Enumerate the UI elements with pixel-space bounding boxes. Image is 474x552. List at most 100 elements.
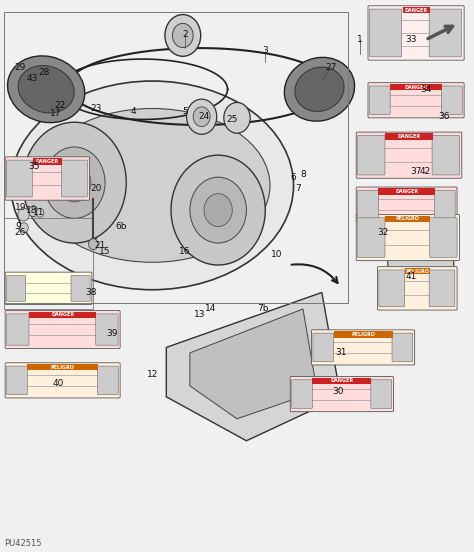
Text: 15: 15 [100,247,111,256]
Text: PU42515: PU42515 [4,539,41,548]
Circle shape [36,209,44,217]
Text: 17: 17 [50,109,61,119]
FancyBboxPatch shape [385,216,430,222]
Text: 23: 23 [90,104,101,113]
FancyBboxPatch shape [385,133,433,140]
FancyBboxPatch shape [371,380,392,408]
Text: PELIGRO: PELIGRO [51,365,74,370]
Text: PELIGRO: PELIGRO [405,269,429,274]
Text: 19: 19 [15,203,26,212]
Text: DANGER: DANGER [397,134,420,139]
Text: DANGER: DANGER [51,312,74,317]
FancyBboxPatch shape [7,275,26,301]
Text: 7b: 7b [257,305,269,314]
FancyBboxPatch shape [7,160,32,197]
Text: 1: 1 [356,35,363,44]
Circle shape [89,238,98,250]
FancyBboxPatch shape [356,132,462,178]
FancyBboxPatch shape [430,218,457,257]
Text: DANGER: DANGER [404,8,428,13]
FancyBboxPatch shape [313,333,334,362]
FancyBboxPatch shape [379,270,404,307]
Circle shape [165,14,201,56]
Polygon shape [166,293,341,440]
FancyBboxPatch shape [357,135,385,175]
FancyBboxPatch shape [290,376,393,412]
Ellipse shape [11,81,293,290]
Circle shape [187,99,217,134]
Circle shape [173,23,193,47]
FancyBboxPatch shape [5,311,120,348]
FancyBboxPatch shape [62,160,87,197]
Text: 25: 25 [227,115,238,124]
Text: 14: 14 [205,305,217,314]
FancyBboxPatch shape [369,86,390,114]
Ellipse shape [295,67,344,112]
Text: 42: 42 [420,167,431,176]
Text: 16: 16 [180,247,191,256]
Text: 29: 29 [15,63,26,72]
Text: 9: 9 [15,222,21,231]
FancyBboxPatch shape [369,9,401,57]
Ellipse shape [284,57,355,121]
FancyBboxPatch shape [29,312,96,319]
Text: DANGER: DANGER [330,379,354,384]
FancyBboxPatch shape [5,157,90,200]
FancyBboxPatch shape [357,218,385,257]
FancyBboxPatch shape [368,6,464,60]
Text: PELIGRO: PELIGRO [396,216,420,221]
FancyBboxPatch shape [27,364,98,370]
Text: 4: 4 [130,107,136,116]
FancyBboxPatch shape [7,366,27,395]
Text: 3: 3 [263,46,268,55]
FancyBboxPatch shape [7,314,29,345]
FancyBboxPatch shape [378,188,435,195]
Text: 36: 36 [438,112,450,121]
Circle shape [58,163,91,202]
Text: 31: 31 [335,348,346,357]
Text: 30: 30 [333,387,344,396]
Circle shape [29,206,38,217]
FancyBboxPatch shape [71,275,90,301]
Circle shape [190,177,246,243]
Text: 5: 5 [182,107,188,116]
Text: 33: 33 [406,35,417,44]
Circle shape [193,107,210,126]
Text: DANGER: DANGER [404,84,428,89]
Text: PELIGRO: PELIGRO [351,332,375,337]
FancyBboxPatch shape [432,135,459,175]
Text: 13: 13 [193,310,205,319]
FancyBboxPatch shape [357,190,378,219]
FancyBboxPatch shape [402,7,429,13]
Text: 34: 34 [420,85,431,94]
FancyBboxPatch shape [392,333,413,362]
Text: 32: 32 [377,227,389,237]
FancyBboxPatch shape [33,158,62,164]
Circle shape [44,147,105,219]
FancyBboxPatch shape [435,190,455,219]
Text: DANGER: DANGER [395,189,418,194]
Text: 12: 12 [146,370,158,379]
Text: 39: 39 [106,329,118,338]
Ellipse shape [8,56,85,123]
Text: 11: 11 [33,208,45,217]
FancyBboxPatch shape [368,83,464,118]
Text: 6b: 6b [116,222,128,231]
Circle shape [204,194,232,226]
FancyBboxPatch shape [334,331,392,337]
Text: 6: 6 [291,173,296,182]
FancyBboxPatch shape [356,215,459,261]
Ellipse shape [35,109,270,262]
FancyBboxPatch shape [405,268,429,274]
Circle shape [171,155,265,265]
Text: 20: 20 [90,184,101,193]
Text: 41: 41 [406,272,417,280]
Text: 37: 37 [410,167,422,176]
FancyBboxPatch shape [441,86,462,114]
FancyBboxPatch shape [356,187,457,222]
Circle shape [18,208,29,221]
Text: 21: 21 [95,241,106,250]
Text: 27: 27 [326,63,337,72]
Circle shape [224,103,250,133]
Text: 24: 24 [199,112,210,121]
